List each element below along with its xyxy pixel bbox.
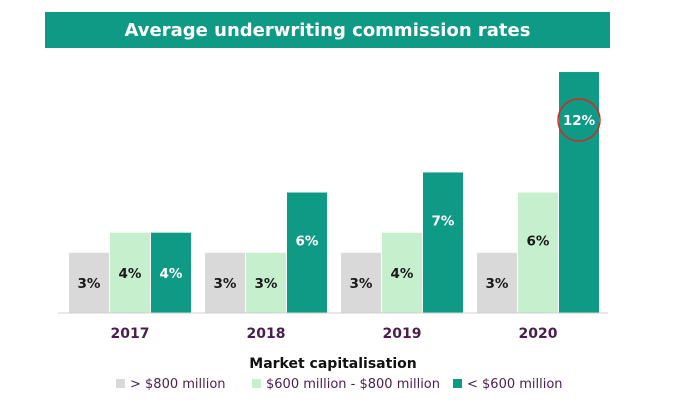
bar-value-label: 3%	[78, 276, 101, 292]
bar-2018-series-0	[205, 252, 245, 313]
x-tick-label-2017: 2017	[111, 326, 150, 342]
bar-2020-series-2	[559, 72, 599, 313]
x-tick-label-2019: 2019	[383, 326, 422, 342]
legend-label-0: > $800 million	[130, 377, 226, 392]
bar-value-label: 3%	[214, 276, 237, 292]
bar-2018-series-2	[287, 192, 327, 313]
x-axis-title: Market capitalisation	[249, 356, 416, 372]
bar-value-label: 4%	[391, 266, 414, 282]
bars-group: 3% 4% 4% 3% 3% 6% 3% 4% 7% 3% 6% 12%	[69, 72, 601, 313]
bar-2019-series-0	[341, 252, 381, 313]
bar-2020-series-1	[518, 192, 558, 313]
bar-2019-series-2	[423, 172, 463, 313]
legend-swatch-0	[116, 379, 125, 388]
legend-label-2: < $600 million	[467, 377, 563, 392]
highlight-circle	[557, 98, 601, 142]
legend: > $800 million $600 million - $800 millio…	[116, 377, 563, 392]
bar-value-label: 3%	[350, 276, 373, 292]
x-tick-label-2020: 2020	[519, 326, 558, 342]
bar-value-label: 4%	[160, 266, 183, 282]
bar-value-label: 7%	[432, 213, 455, 229]
bar-value-label: 6%	[296, 234, 319, 250]
bar-2017-series-1	[110, 232, 150, 313]
bar-2017-series-2	[151, 232, 191, 313]
legend-swatch-1	[252, 379, 261, 388]
x-tick-label-2018: 2018	[247, 326, 286, 342]
x-tick-labels: 2017 2018 2019 2020	[111, 326, 558, 342]
bar-value-label: 6%	[527, 234, 550, 250]
bar-2018-series-1	[246, 252, 286, 313]
chart-title: Average underwriting commission rates	[45, 12, 610, 48]
bar-value-label: 3%	[255, 276, 278, 292]
bar-value-label: 3%	[486, 276, 509, 292]
legend-label-1: $600 million - $800 million	[266, 377, 440, 392]
bar-2019-series-1	[382, 232, 422, 313]
legend-swatch-2	[453, 379, 462, 388]
bar-2020-series-0	[477, 252, 517, 313]
bar-value-label: 4%	[119, 266, 142, 282]
bar-2017-series-0	[69, 252, 109, 313]
bar-value-label: 12%	[563, 113, 596, 129]
